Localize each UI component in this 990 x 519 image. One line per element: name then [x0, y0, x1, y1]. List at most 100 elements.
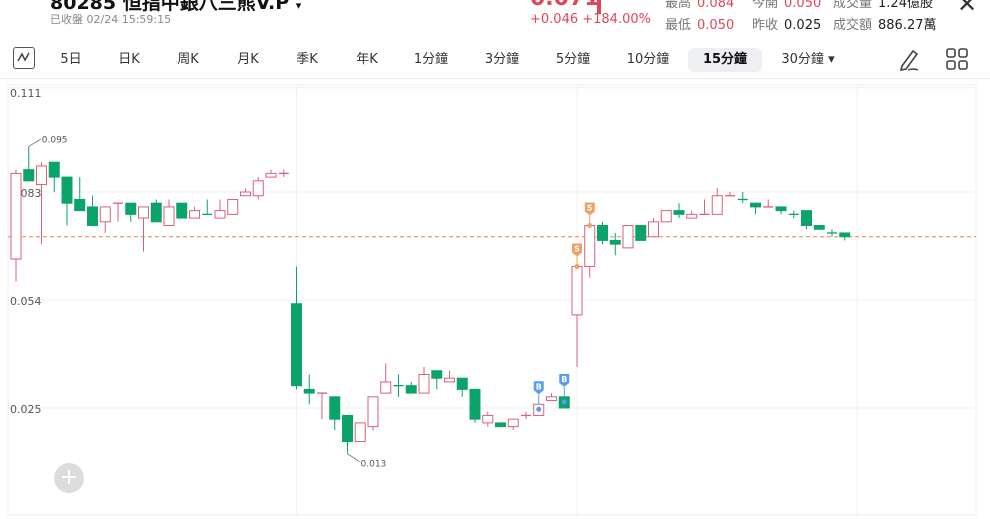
candle: [176, 202, 188, 219]
candle-body: [571, 265, 583, 316]
candle: [648, 218, 659, 238]
candle-body: [265, 172, 277, 178]
candle-body: [775, 206, 787, 212]
candle: [737, 192, 748, 204]
tab-5d[interactable]: 5日: [60, 52, 82, 67]
up-arrow-icon: [597, 0, 601, 14]
candle: [673, 203, 685, 219]
annotation-leader: [347, 452, 360, 463]
candle-body: [635, 225, 647, 241]
candle: [202, 199, 213, 216]
candle-body: [546, 396, 557, 402]
candle: [622, 225, 634, 249]
candle: [87, 195, 98, 227]
candle-body: [227, 198, 239, 215]
price-change: +0.046 +184.00%: [530, 12, 651, 27]
candle: [405, 381, 417, 394]
candle-body: [584, 225, 596, 267]
candle: [380, 363, 392, 394]
candle: [291, 266, 302, 390]
tab-week-k[interactable]: 周K: [177, 52, 199, 67]
stat-prev-close: 昨收 0.025: [752, 18, 822, 33]
candle-body: [507, 418, 519, 428]
candle: [444, 370, 455, 383]
candle: [393, 374, 404, 397]
sell-marker: S: [572, 243, 582, 269]
candle: [74, 177, 86, 212]
layout-grid-icon[interactable]: [945, 47, 969, 75]
marker-label: S: [574, 244, 580, 253]
tab-5min[interactable]: 5分鐘: [555, 52, 591, 67]
tab-day-k[interactable]: 日K: [118, 52, 140, 67]
candle: [252, 177, 264, 200]
candle-body: [622, 225, 634, 249]
candle: [456, 377, 468, 397]
candle: [788, 210, 799, 219]
candle: [227, 198, 239, 215]
candle: [571, 265, 583, 368]
candle-body: [291, 303, 302, 387]
y-tick-label: 0.111: [10, 87, 42, 100]
annotation-label: 0.013: [361, 460, 387, 470]
marker-dot: [536, 406, 542, 412]
candle-body: [252, 180, 264, 197]
tab-month-k[interactable]: 月K: [237, 52, 259, 67]
candle-body: [342, 414, 353, 443]
candle: [775, 206, 787, 215]
candle: [495, 422, 506, 428]
candle: [584, 225, 596, 278]
candle: [482, 411, 494, 427]
annotation-label: 0.095: [42, 135, 68, 145]
stat-open: 今開 0.050: [752, 0, 822, 11]
tab-1min[interactable]: 1分鐘: [413, 52, 449, 67]
candle-body: [138, 206, 149, 219]
marker-dot: [561, 399, 567, 405]
tab-15min[interactable]: 15分鐘: [688, 48, 762, 72]
marker-label: B: [536, 382, 542, 391]
tab-3min[interactable]: 3分鐘: [484, 52, 520, 67]
candle: [546, 393, 557, 402]
candle: [507, 418, 519, 431]
candle: [342, 414, 353, 453]
chevron-down-icon: ▾: [295, 0, 302, 12]
candle-body: [87, 206, 98, 227]
candle: [367, 396, 379, 431]
candle: [827, 229, 837, 237]
candle: [813, 225, 825, 230]
candle-body: [431, 370, 443, 379]
y-tick-label: 0.054: [10, 295, 42, 308]
tab-10min[interactable]: 10分鐘: [626, 52, 670, 67]
candle-body: [456, 377, 468, 390]
candle: [23, 147, 35, 182]
candle: [431, 370, 443, 390]
candle: [48, 161, 60, 193]
candle-body: [329, 396, 341, 420]
candle: [801, 210, 812, 230]
candle-body: [686, 213, 698, 219]
candle-body: [240, 191, 251, 197]
indicator-icon[interactable]: [13, 47, 35, 69]
annotation-leader: [28, 138, 41, 148]
candle-body: [189, 210, 200, 219]
candle-body: [801, 210, 812, 227]
candle-body: [418, 373, 430, 394]
marker-label: B: [561, 375, 567, 384]
tab-30min[interactable]: 30分鐘 ▾: [781, 52, 835, 67]
candle: [36, 162, 47, 245]
security-title[interactable]: 80285 恒指中銀八三熊V.P ▾: [50, 0, 301, 15]
candle: [278, 169, 289, 178]
add-indicator-button[interactable]: +: [54, 463, 84, 493]
candle: [61, 176, 73, 226]
candle: [10, 169, 22, 282]
draw-pen-icon[interactable]: [896, 46, 922, 76]
candle: [418, 367, 430, 394]
candle: [189, 206, 200, 219]
candle-body: [36, 165, 47, 186]
tab-year-k[interactable]: 年K: [356, 52, 378, 67]
candle: [699, 199, 710, 216]
y-tick-label: 0.025: [10, 403, 42, 416]
tab-quarter-k[interactable]: 季K: [296, 52, 318, 67]
collapse-icon[interactable]: ✕: [957, 0, 978, 18]
plus-icon: +: [59, 465, 79, 490]
